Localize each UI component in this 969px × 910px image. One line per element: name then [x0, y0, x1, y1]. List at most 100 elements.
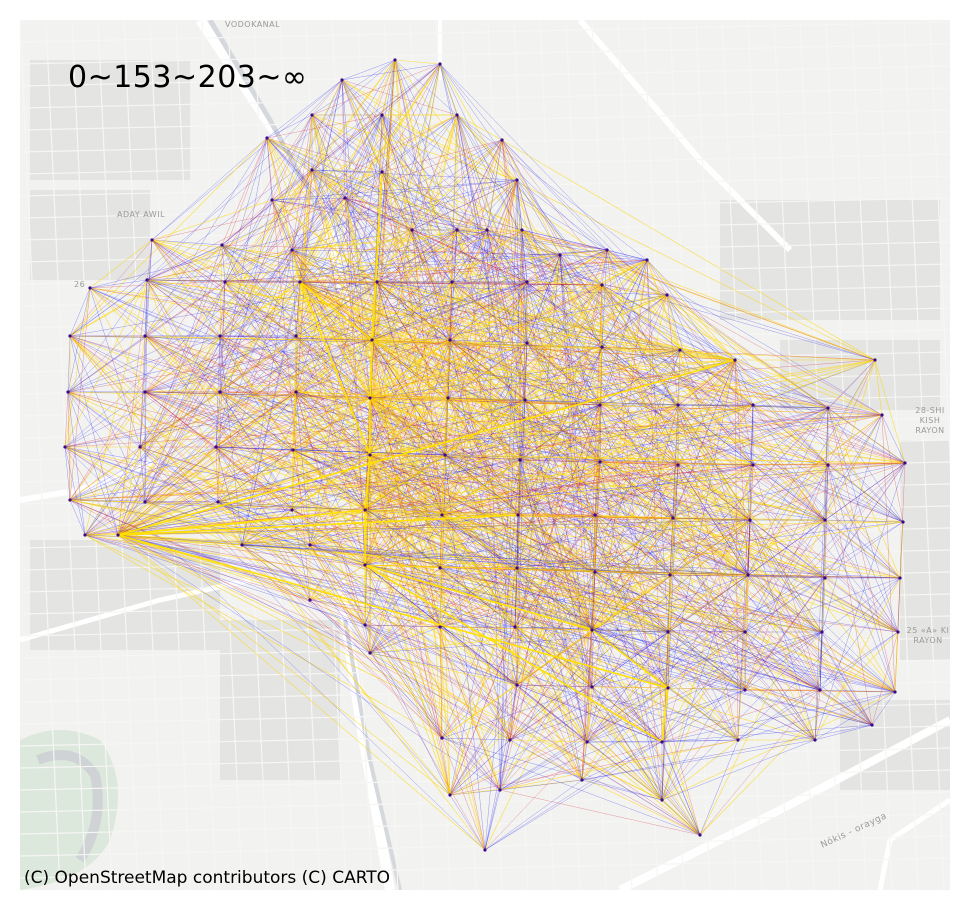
flow-edge — [266, 137, 883, 416]
flow-edge — [369, 359, 736, 399]
flow-edge — [311, 169, 823, 633]
flow-edge — [371, 339, 443, 739]
flow-edge — [601, 346, 883, 416]
flow-edge — [364, 509, 518, 686]
flow-edge — [311, 114, 383, 173]
flow-edge — [449, 339, 883, 416]
flow-edge — [441, 114, 458, 516]
flow-node — [518, 458, 522, 462]
flow-edge — [89, 287, 749, 576]
flow-edge — [364, 63, 441, 511]
flow-node — [380, 170, 384, 174]
flow-edge — [295, 229, 488, 393]
flow-edge — [441, 517, 674, 739]
flow-edge — [661, 517, 674, 801]
flow-edge — [219, 335, 366, 511]
flow-edge — [594, 571, 821, 691]
flow-edge — [219, 391, 443, 516]
flow-edge — [447, 397, 679, 466]
flow-edge — [146, 114, 458, 281]
flow-node — [515, 683, 519, 687]
flow-edge — [69, 446, 217, 501]
flow-edge — [139, 169, 313, 448]
flow-edge — [601, 284, 826, 521]
flow-edge — [594, 404, 754, 573]
flow-edge — [814, 724, 873, 741]
flow-edge — [139, 281, 378, 448]
flow-edge — [824, 519, 901, 579]
flow-edge — [666, 294, 736, 361]
flow-edge — [311, 79, 343, 171]
flow-edge — [364, 514, 596, 566]
flow-edge — [215, 446, 511, 741]
flow-node — [698, 833, 702, 837]
flow-edge — [499, 229, 523, 791]
flow-edge — [521, 229, 674, 519]
flow-edge — [139, 446, 243, 546]
flow-edge — [501, 139, 526, 401]
flow-edge — [509, 631, 669, 741]
flow-edge — [441, 514, 671, 576]
flow-edge — [344, 197, 488, 231]
flow-edge — [601, 284, 681, 351]
flow-edge — [144, 335, 221, 393]
flow-edge — [271, 199, 301, 283]
flow-edge — [516, 521, 904, 569]
flow-edge — [599, 359, 876, 406]
flow-edge — [69, 391, 146, 501]
flow-node — [826, 463, 830, 467]
flow-edge — [364, 509, 451, 796]
flow-edge — [747, 574, 823, 633]
flow-edge — [581, 631, 669, 781]
flow-edge — [291, 169, 313, 251]
flow-edge — [371, 339, 446, 456]
flow-edge — [146, 244, 223, 281]
flow-edge — [241, 544, 366, 626]
flow-node — [143, 500, 147, 504]
flow-edge — [819, 407, 829, 691]
flow-node — [660, 798, 664, 802]
flow-edge — [381, 171, 488, 231]
flow-edge — [69, 335, 443, 739]
flow-edge — [295, 391, 371, 654]
flow-node — [83, 533, 87, 537]
flow-edge — [309, 564, 366, 601]
flow-edge — [371, 114, 458, 341]
flow-edge — [146, 279, 371, 654]
flow-edge — [371, 339, 451, 796]
flow-edge — [146, 279, 896, 693]
flow-edge — [117, 399, 526, 536]
flow-edge — [514, 346, 603, 628]
flow-edge — [311, 63, 441, 171]
flow-edge — [874, 359, 906, 464]
flow-edge — [509, 739, 583, 781]
map-canvas[interactable]: VODOKANAL ADAY AWIL 28-SHI KISH RAYON 25… — [20, 20, 950, 890]
flow-edge — [241, 544, 518, 569]
flow-edge — [369, 404, 754, 456]
flow-edge — [291, 249, 378, 283]
flow-edge — [291, 114, 313, 251]
flow-edge — [744, 577, 901, 633]
flow-edge — [64, 391, 297, 448]
flow-edge — [376, 139, 503, 283]
flow-edge — [69, 279, 148, 337]
flow-edge — [599, 461, 826, 579]
flow-edge — [371, 294, 668, 341]
flow-edge — [295, 335, 663, 743]
flow-edge — [514, 626, 593, 688]
flow-edge — [67, 259, 648, 393]
flow-edge — [441, 514, 583, 781]
flow-edge — [364, 564, 896, 693]
flow-edge — [827, 464, 896, 693]
flow-edge — [144, 335, 701, 836]
flow-edge — [84, 534, 593, 631]
flow-edge — [752, 404, 829, 409]
flow-node — [310, 113, 314, 117]
flow-edge — [364, 509, 746, 691]
flow-edge — [376, 254, 561, 283]
flow-edge — [364, 564, 501, 791]
flow-edge — [586, 741, 663, 801]
flow-edge — [521, 229, 603, 286]
flow-edge — [84, 534, 366, 626]
flow-edge — [241, 544, 366, 566]
